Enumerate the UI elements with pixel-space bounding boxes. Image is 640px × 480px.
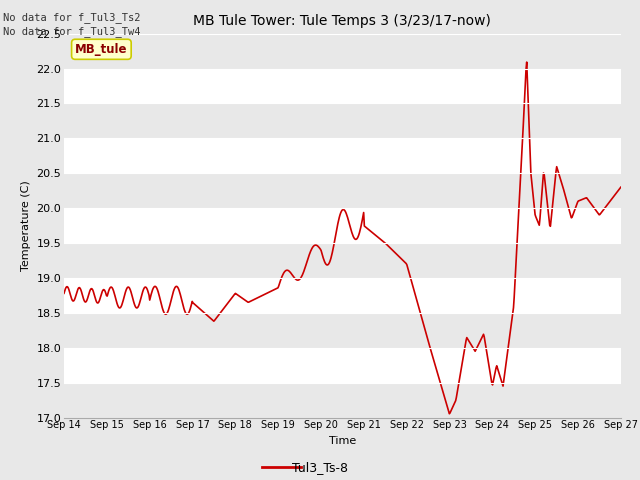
Bar (64, 34, 621, 69)
Bar (64, 138, 621, 173)
Bar (64, 383, 621, 418)
Bar (64, 313, 621, 348)
Bar (64, 208, 621, 243)
Bar (64, 278, 621, 313)
Text: Tul3_Ts-8: Tul3_Ts-8 (292, 461, 348, 475)
Text: MB_tule: MB_tule (75, 43, 127, 56)
Bar (64, 243, 621, 278)
X-axis label: Time: Time (329, 436, 356, 446)
Text: No data for f_Tul3_Ts2: No data for f_Tul3_Ts2 (3, 12, 141, 23)
Title: MB Tule Tower: Tule Temps 3 (3/23/17-now): MB Tule Tower: Tule Temps 3 (3/23/17-now… (193, 14, 492, 28)
Bar (64, 69, 621, 103)
Bar (64, 103, 621, 138)
Text: No data for f_Tul3_Tw4: No data for f_Tul3_Tw4 (3, 26, 141, 37)
Bar (64, 348, 621, 383)
Bar (64, 173, 621, 208)
Y-axis label: Temperature (C): Temperature (C) (20, 180, 31, 271)
